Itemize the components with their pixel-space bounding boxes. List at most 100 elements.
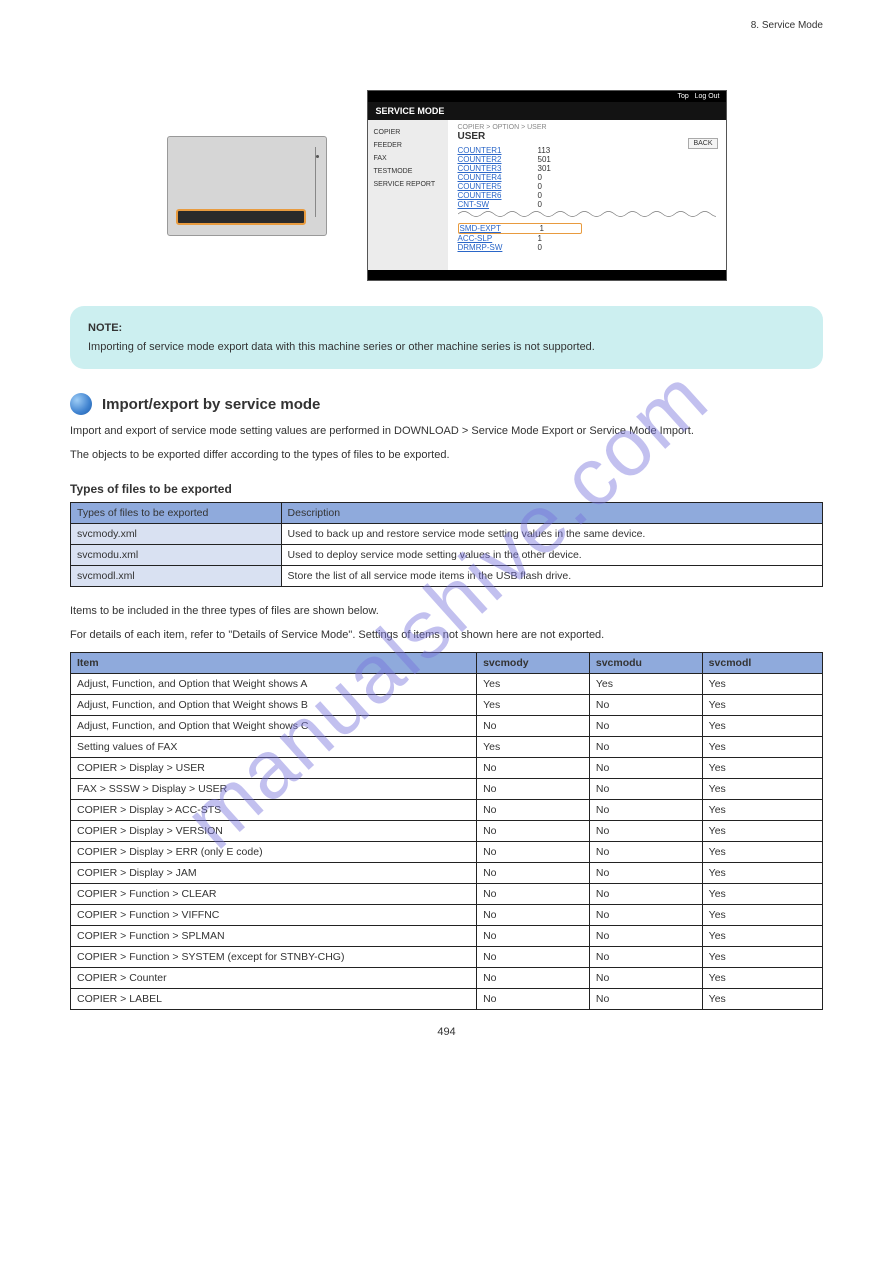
setting-value: 0: [538, 200, 578, 209]
setting-value: 113: [538, 146, 578, 155]
table-row: COPIER > Function > CLEARNoNoYes: [71, 884, 823, 905]
table-row: Adjust, Function, and Option that Weight…: [71, 716, 823, 737]
cell: No: [589, 779, 702, 800]
list-item: COUNTER50: [458, 182, 716, 191]
setting-value: 0: [538, 182, 578, 191]
table-header: svcmodl: [702, 653, 822, 674]
cell: Yes: [702, 758, 822, 779]
cell: Setting values of FAX: [71, 737, 477, 758]
page-number: 494: [437, 1026, 455, 1038]
setting-key[interactable]: ACC-SLP: [458, 234, 538, 243]
page: 8. Service Mode manualshive.com Top Log …: [0, 0, 893, 1050]
table-row: COPIER > LABELNoNoYes: [71, 989, 823, 1010]
cell: svcmodl.xml: [71, 566, 282, 587]
cell: COPIER > LABEL: [71, 989, 477, 1010]
setting-key[interactable]: DRMRP-SW: [458, 243, 538, 252]
cell: Used to back up and restore service mode…: [281, 524, 822, 545]
list-item: COUNTER2501: [458, 155, 716, 164]
cell: No: [477, 968, 590, 989]
setting-key[interactable]: COUNTER4: [458, 173, 538, 182]
sidebar-item[interactable]: SERVICE REPORT: [368, 178, 448, 191]
paragraph: The objects to be exported differ accord…: [70, 447, 823, 465]
cell: Used to deploy service mode setting valu…: [281, 545, 822, 566]
cell: COPIER > Display > VERSION: [71, 821, 477, 842]
cell: No: [589, 758, 702, 779]
logout-link[interactable]: Log Out: [695, 93, 720, 100]
service-mode-window: Top Log Out SERVICE MODE COPIER FEEDER F…: [367, 90, 727, 281]
setting-key[interactable]: COUNTER5: [458, 182, 538, 191]
cell: No: [589, 989, 702, 1010]
cell: No: [477, 884, 590, 905]
cell: Yes: [702, 716, 822, 737]
main-panel: COPIER > OPTION > USER USER BACK COUNTER…: [448, 120, 726, 270]
setting-value: 0: [538, 191, 578, 200]
cell: No: [589, 695, 702, 716]
list-item: COUNTER40: [458, 173, 716, 182]
table-row: Adjust, Function, and Option that Weight…: [71, 674, 823, 695]
list-item: ACC-SLP1: [458, 234, 716, 243]
top-link[interactable]: Top: [677, 93, 688, 100]
cell: No: [477, 779, 590, 800]
table-row: svcmodu.xml Used to deploy service mode …: [71, 545, 823, 566]
cell: No: [477, 800, 590, 821]
table-row: Item svcmody svcmodu svcmodl: [71, 653, 823, 674]
breadcrumb: COPIER > OPTION > USER: [458, 124, 716, 131]
back-button[interactable]: BACK: [688, 138, 717, 149]
table-row: COPIER > Function > SPLMANNoNoYes: [71, 926, 823, 947]
cell: Yes: [477, 695, 590, 716]
window-title: SERVICE MODE: [368, 102, 726, 120]
cell: No: [589, 842, 702, 863]
list-item: DRMRP-SW0: [458, 243, 716, 252]
table-row: COPIER > Display > JAMNoNoYes: [71, 863, 823, 884]
table-row: COPIER > Display > ACC-STSNoNoYes: [71, 800, 823, 821]
cell: No: [477, 821, 590, 842]
cell: Store the list of all service mode items…: [281, 566, 822, 587]
cell: No: [477, 947, 590, 968]
table-row: COPIER > Function > VIFFNCNoNoYes: [71, 905, 823, 926]
table-row: Types of files to be exported Descriptio…: [71, 503, 823, 524]
setting-key[interactable]: COUNTER3: [458, 164, 538, 173]
cell: No: [477, 905, 590, 926]
paragraph: For details of each item, refer to "Deta…: [70, 627, 823, 645]
panel-led: [316, 155, 319, 158]
window-body: COPIER FEEDER FAX TESTMODE SERVICE REPOR…: [368, 120, 726, 270]
cell: Yes: [477, 674, 590, 695]
table-header: Description: [281, 503, 822, 524]
cell: No: [477, 989, 590, 1010]
sidebar-item[interactable]: COPIER: [368, 126, 448, 139]
setting-key[interactable]: COUNTER6: [458, 191, 538, 200]
cell: COPIER > Counter: [71, 968, 477, 989]
cell: Yes: [702, 989, 822, 1010]
cell: Adjust, Function, and Option that Weight…: [71, 695, 477, 716]
window-topbar: Top Log Out: [368, 91, 726, 102]
table-row: COPIER > Display > ERR (only E code)NoNo…: [71, 842, 823, 863]
panel-screen-highlight: [176, 209, 306, 225]
cell: No: [589, 884, 702, 905]
cell: Adjust, Function, and Option that Weight…: [71, 674, 477, 695]
cell: No: [589, 716, 702, 737]
cell: Yes: [702, 842, 822, 863]
cell: COPIER > Function > CLEAR: [71, 884, 477, 905]
list-item: SMD-EXPT1: [458, 223, 716, 234]
sidebar-item[interactable]: TESTMODE: [368, 165, 448, 178]
settings-list-top: COUNTER1113 COUNTER2501 COUNTER3301 COUN…: [458, 146, 716, 209]
cell: No: [589, 821, 702, 842]
highlighted-row: SMD-EXPT1: [458, 223, 582, 234]
setting-key[interactable]: SMD-EXPT: [460, 224, 540, 233]
file-types-table: Types of files to be exported Descriptio…: [70, 502, 823, 587]
cell: COPIER > Display > ACC-STS: [71, 800, 477, 821]
cell: Yes: [702, 779, 822, 800]
setting-key[interactable]: COUNTER2: [458, 155, 538, 164]
setting-key[interactable]: CNT-SW: [458, 200, 538, 209]
cell: Yes: [702, 926, 822, 947]
cell: Yes: [702, 863, 822, 884]
cell: No: [477, 926, 590, 947]
chapter-label: 8. Service Mode: [751, 20, 823, 31]
sidebar-item[interactable]: FAX: [368, 152, 448, 165]
sidebar-item[interactable]: FEEDER: [368, 139, 448, 152]
setting-key[interactable]: COUNTER1: [458, 146, 538, 155]
note-box: NOTE: Importing of service mode export d…: [70, 306, 823, 369]
cell: No: [589, 968, 702, 989]
setting-value: 1: [540, 224, 580, 233]
cell: Yes: [702, 884, 822, 905]
